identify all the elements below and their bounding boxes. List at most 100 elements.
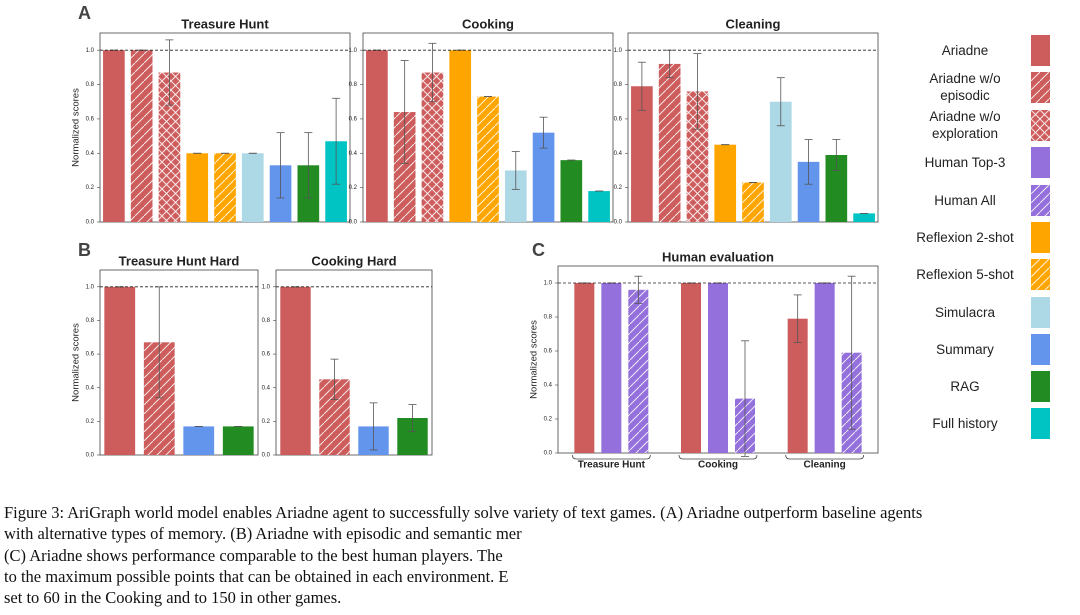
y-tick-label: 0.2 (544, 417, 553, 423)
y-tick-label: 0.0 (86, 220, 95, 226)
bar (186, 153, 209, 222)
error-bar (400, 60, 409, 164)
y-tick-label: 0.2 (614, 185, 623, 191)
legend-label: Ariadne w/o exploration (929, 109, 1001, 141)
y-tick-label: 0.6 (349, 116, 358, 122)
y-tick-label: 0.8 (86, 82, 95, 88)
x-tick-label: Cooking (698, 460, 738, 471)
chart-title: Treasure Hunt Hard (119, 253, 240, 268)
y-tick-label: 1.0 (349, 48, 358, 54)
legend-label: Summary (936, 341, 994, 357)
legend-swatch (1031, 184, 1050, 216)
bar (532, 132, 555, 222)
group-bracket (678, 454, 758, 460)
y-tick-label: 1.0 (262, 284, 271, 290)
y-tick-label: 0.6 (262, 352, 271, 358)
y-tick-label: 0.0 (262, 453, 271, 459)
bar (825, 154, 848, 222)
panel-label: C (532, 240, 545, 260)
legend-swatch (1031, 146, 1050, 178)
bar (853, 213, 875, 222)
bar (588, 191, 610, 222)
y-tick-label: 0.6 (614, 116, 623, 122)
legend-swatch-fill (1031, 370, 1050, 402)
error-bar (304, 132, 313, 199)
error-bar (847, 275, 856, 430)
legend-label: Human Top-3 (924, 154, 1006, 170)
bar (686, 91, 709, 222)
bar (742, 182, 764, 222)
legend-label: Reflexion 5-shot (916, 266, 1014, 282)
bar (421, 72, 444, 222)
bar (103, 50, 125, 222)
chart-title: Cooking Hard (311, 253, 396, 268)
legend-swatch-fill (1031, 221, 1050, 253)
legend-swatch-fill (1031, 296, 1050, 328)
error-bar (428, 42, 437, 103)
y-tick-label: 0.2 (349, 185, 358, 191)
legend-item: RAG (880, 368, 1050, 404)
error-bar (741, 340, 749, 457)
bar (130, 50, 153, 222)
y-tick-label: 0.4 (349, 151, 358, 157)
x-tick-label: Treasure Hunt (578, 460, 646, 471)
caption-line: with alternative types of memory. (B) Ar… (4, 524, 522, 544)
caption-line: Figure 3: AriGraph world model enables A… (4, 503, 923, 522)
legend-swatch-fill (1031, 146, 1050, 178)
legend-item: Human All (880, 182, 1050, 218)
error-bar (776, 77, 785, 127)
error-bar (634, 275, 643, 304)
y-tick-label: 1.0 (614, 48, 623, 54)
bar (708, 283, 728, 453)
legend-item: Ariadne w/o exploration (880, 107, 1050, 143)
caption: Figure 3: AriGraph world model enables A… (4, 502, 1079, 608)
x-tick-label: Cleaning (804, 460, 846, 471)
y-tick-label: 0.4 (544, 383, 553, 389)
error-bar (832, 139, 841, 171)
bar (631, 86, 653, 222)
legend-label: RAG (950, 378, 980, 394)
legend-item: Reflexion 2-shot (880, 219, 1050, 255)
legend-item: Simulacra (880, 294, 1050, 330)
legend-swatch (1031, 258, 1050, 290)
y-tick-label: 0.8 (544, 315, 553, 321)
legend-label: Human All (934, 192, 996, 208)
error-bar (539, 116, 548, 149)
y-tick-label: 0.4 (86, 151, 95, 157)
panel-label: A (78, 3, 91, 23)
bar (814, 283, 835, 453)
y-tick-label: 0.8 (614, 82, 623, 88)
y-tick-label: 0.2 (86, 185, 95, 191)
legend-item: Full history (880, 405, 1050, 441)
legend-swatch-fill (1031, 184, 1050, 216)
error-bar (511, 151, 520, 190)
y-tick-label: 1.0 (544, 281, 553, 287)
y-tick-label: 0.0 (349, 220, 358, 226)
bar (393, 112, 416, 222)
y-axis-label: Normalized scores (71, 323, 82, 402)
y-tick-label: 0.4 (614, 151, 623, 157)
bar (797, 161, 820, 222)
legend-swatch (1031, 407, 1050, 439)
caption-line: set to 60 in the Cooking and to 150 in o… (4, 588, 342, 608)
y-tick-label: 0.6 (86, 352, 95, 358)
error-bar (330, 358, 339, 400)
group-bracket (571, 454, 651, 460)
legend-swatch-fill (1031, 71, 1050, 103)
legend-label: Ariadne (941, 42, 989, 58)
y-tick-label: 0.0 (544, 451, 553, 457)
bar (658, 63, 681, 222)
legend-swatch-fill (1031, 109, 1050, 141)
y-tick-label: 1.0 (86, 48, 95, 54)
bar (104, 286, 136, 455)
bar (628, 289, 649, 453)
chart-title: Treasure Hunt (181, 16, 269, 31)
chart-title: Cooking (462, 16, 514, 31)
legend-swatch (1031, 34, 1050, 66)
error-bar (276, 132, 285, 199)
y-tick-label: 0.2 (86, 419, 95, 425)
group-bracket (785, 454, 865, 460)
bar (769, 101, 792, 222)
bar (158, 72, 181, 222)
bar (183, 426, 215, 455)
